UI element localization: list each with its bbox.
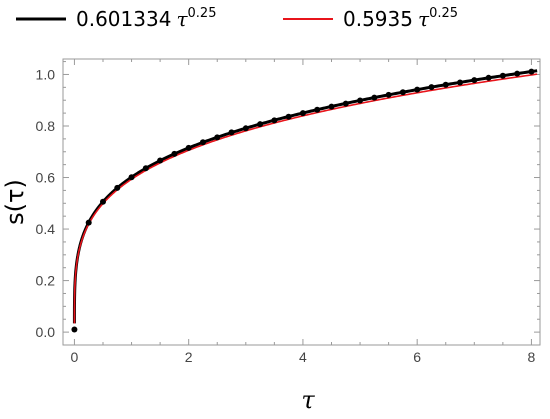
data-point [499,72,506,79]
legend-label-red: 0.5935 τ0.25 [343,6,458,31]
data-point [471,77,478,84]
data-point [414,86,421,93]
x-axis: 0 2 4 6 8 [71,59,536,365]
data-point [428,84,435,91]
data-point [485,74,492,81]
data-point [157,157,164,164]
x-axis-label: τ [301,386,315,414]
data-point [285,113,292,120]
data-point [171,150,178,157]
legend-exponent-red: 0.25 [429,6,458,21]
data-point [271,117,278,124]
legend: 0.601334 τ0.25 0.5935 τ0.25 [16,6,458,31]
data-point [342,100,349,107]
y-tick-label: 0.0 [36,324,56,340]
data-point [299,110,306,117]
data-point [71,326,78,333]
data-point [528,68,535,75]
x-tick-label: 4 [299,349,307,365]
legend-item-red: 0.5935 τ0.25 [283,6,458,31]
data-point [514,70,521,77]
legend-variable-red: τ [418,7,430,31]
legend-coefficient-black: 0.601334 [76,7,171,31]
data-point [214,134,221,141]
series-line-black [72,69,538,325]
y-tick-label: 0.8 [36,118,56,134]
data-point [185,144,192,151]
data-point [242,125,249,132]
legend-label-black: 0.601334 τ0.25 [76,6,216,31]
data-point [457,79,464,86]
data-point [99,198,106,205]
data-point [128,174,135,181]
data-point [399,89,406,96]
data-point [357,97,364,104]
y-tick-label: 0.6 [36,170,56,186]
x-tick-label: 6 [413,349,421,365]
y-axis-label: s(τ) [1,179,29,225]
data-point [199,139,206,146]
y-tick-label: 0.2 [36,273,56,289]
data-point [114,184,121,191]
y-tick-label: 0.4 [36,221,56,237]
x-tick-label: 8 [528,349,536,365]
data-point [314,106,321,113]
data-point [371,94,378,101]
legend-item-black: 0.601334 τ0.25 [16,6,216,31]
y-tick-label: 1.0 [36,66,56,82]
series-layer [71,68,538,333]
data-point [142,165,149,172]
data-point [328,103,335,110]
plot-frame [62,58,541,346]
x-tick-label: 2 [185,349,193,365]
x-tick-label: 0 [71,349,79,365]
y-axis: 0.0 0.2 0.4 0.6 0.8 1.0 [36,61,540,340]
data-point [85,219,92,226]
legend-exponent-black: 0.25 [188,6,217,21]
data-point [385,91,392,98]
data-point [228,129,235,136]
legend-variable-black: τ [176,7,188,31]
legend-coefficient-red: 0.5935 [343,7,413,31]
data-point [442,81,449,88]
data-point [257,121,264,128]
